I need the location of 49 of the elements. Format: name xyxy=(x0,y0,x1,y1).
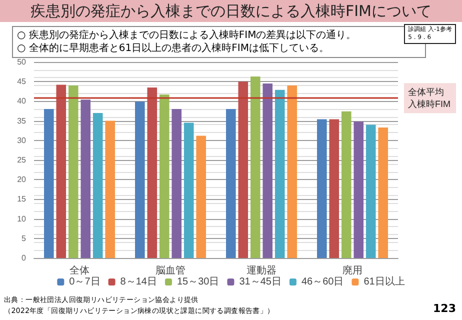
bar xyxy=(159,94,170,258)
x-tick-label: 廃用 xyxy=(342,264,362,276)
bar xyxy=(68,86,78,258)
bar xyxy=(44,109,54,258)
bar xyxy=(135,102,145,258)
bar xyxy=(378,127,388,258)
legend-label: 31～45日 xyxy=(239,276,282,288)
y-tick-label: 25 xyxy=(17,156,27,164)
chart-subtitle: ○ 疾患別の発症から入棟までの日数による入棟時FIMの差異は以下の通り。 ○ 全体的に早期患者と61日以上の患者の入棟時FIMは低下している。 xyxy=(17,30,356,54)
y-tick-label: 20 xyxy=(17,175,27,184)
y-tick-label: 50 xyxy=(17,58,27,66)
bar xyxy=(147,87,158,258)
bar xyxy=(366,124,376,258)
bar xyxy=(341,111,352,258)
bar xyxy=(329,119,340,258)
bar xyxy=(105,120,115,258)
bar xyxy=(317,119,327,258)
bar xyxy=(262,84,273,258)
y-tick-label: 40 xyxy=(17,96,27,106)
bar xyxy=(274,90,285,258)
x-tick-label: 全体 xyxy=(70,264,90,276)
legend-label: 0～7日 xyxy=(69,276,100,288)
bar xyxy=(80,100,91,258)
y-tick-label: 45 xyxy=(17,77,27,86)
y-tick-label: 0 xyxy=(22,254,27,262)
y-tick-label: 5 xyxy=(22,234,27,243)
bar xyxy=(238,82,248,258)
x-tick-label: 運動器 xyxy=(246,264,276,276)
bar xyxy=(172,109,182,258)
bar xyxy=(196,136,206,258)
chart-title: 疾患別の発症から入棟までの日数による入棟時FIMについて xyxy=(0,0,462,22)
y-tick-label: 10 xyxy=(17,214,27,224)
y-tick-label: 35 xyxy=(17,116,27,126)
y-tick-label: 15 xyxy=(17,194,27,204)
bar xyxy=(250,76,260,258)
bar xyxy=(226,109,236,258)
bar xyxy=(56,84,66,258)
legend-label: 15～30日 xyxy=(176,276,220,288)
legend-label: 8～14日 xyxy=(120,276,157,288)
text: 123 xyxy=(433,302,456,315)
bar xyxy=(354,122,364,258)
x-tick-label: 脳血管 xyxy=(156,264,186,276)
legend-label: 61日以上 xyxy=(364,276,405,288)
bar xyxy=(184,122,194,258)
bar xyxy=(92,112,103,258)
ref-line-label: 全体平均入棟時FIM xyxy=(408,87,450,110)
y-tick-label: 30 xyxy=(17,136,27,145)
bar xyxy=(287,86,297,258)
legend-label: 46～60日 xyxy=(301,276,344,288)
